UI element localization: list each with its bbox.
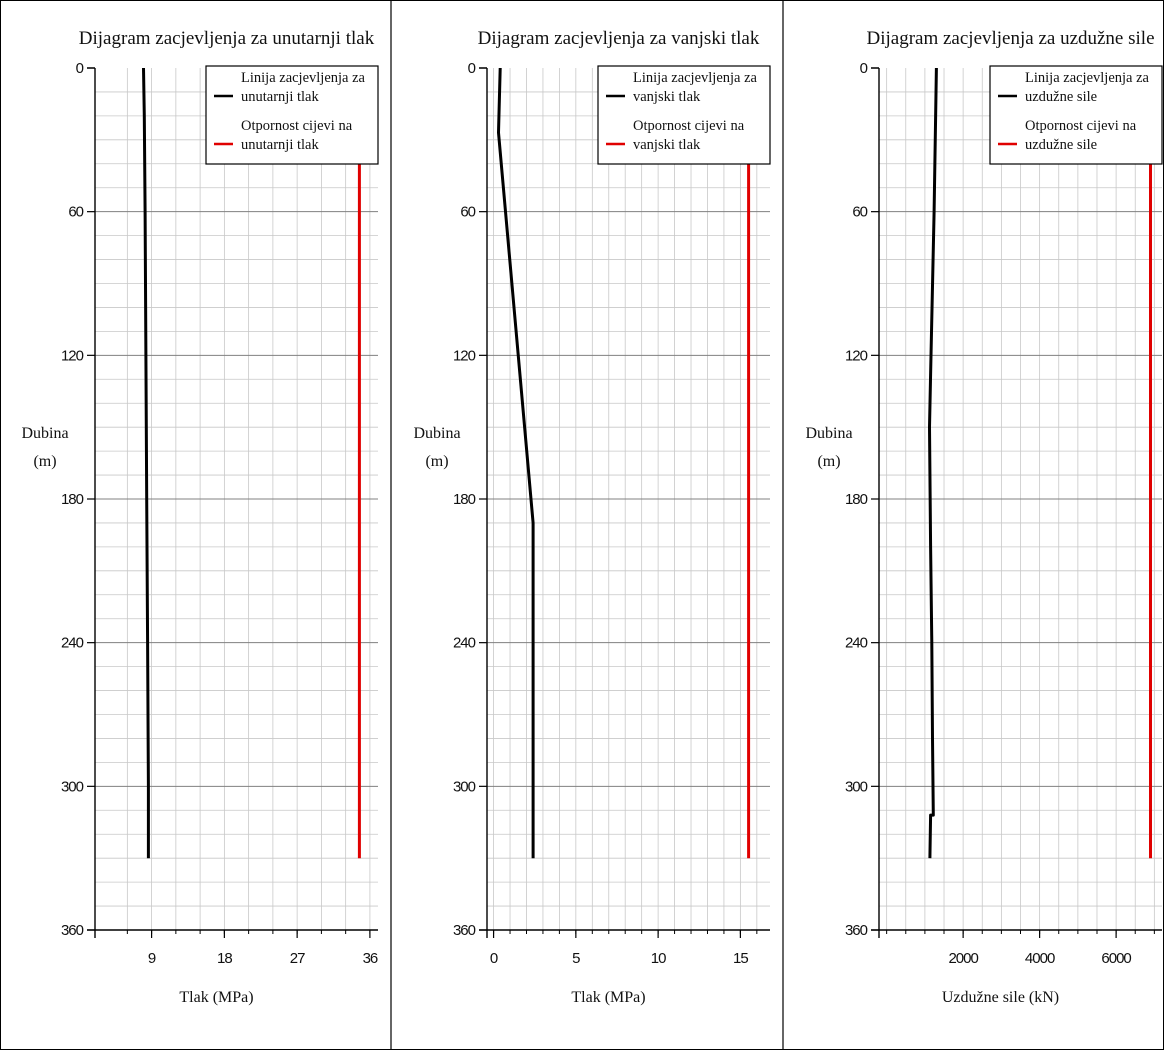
- chart-title: Dijagram zacjevljenja za vanjski tlak: [478, 28, 760, 49]
- legend-label: uzdužne sile: [1025, 89, 1097, 105]
- x-tick-label: 0: [490, 950, 498, 967]
- chart-title: Dijagram zacjevljenja za uzdužne sile: [866, 28, 1154, 49]
- legend-label: Linija zacjevljenja za: [633, 70, 758, 86]
- chart-panel-1: Dijagram zacjevljenja za unutarnji tlak 0…: [21, 28, 378, 1006]
- x-axis-label: Tlak (MPa): [179, 989, 253, 1006]
- legend-label: Otpornost cijevi na: [633, 118, 745, 134]
- y-axis-label: Dubina: [21, 425, 68, 442]
- x-axis-label: Uzdužne sile (kN): [942, 989, 1059, 1006]
- chart-title: Dijagram zacjevljenja za unutarnji tlak: [79, 28, 375, 49]
- legend-label: Linija zacjevljenja za: [1025, 70, 1150, 86]
- series-line-casing-profile: [497, 67, 535, 859]
- x-tick-label: 5: [572, 950, 580, 967]
- legend-box: [989, 65, 1163, 165]
- y-tick-label: 0: [76, 60, 84, 77]
- x-tick-label: 2000: [948, 950, 978, 967]
- y-tick-label: 240: [61, 635, 84, 652]
- x-axis-label: Tlak (MPa): [571, 989, 645, 1006]
- x-tick-label: 6000: [1101, 950, 1131, 967]
- chart-panel-3: Dijagram zacjevljenja za uzdužne sile 0 60…: [805, 28, 1163, 1006]
- legend-label: Otpornost cijevi na: [1025, 118, 1137, 134]
- y-tick-label: 60: [68, 204, 83, 221]
- y-tick-label: 300: [61, 778, 84, 795]
- series-line-casing-profile: [142, 67, 150, 859]
- y-axis-label: Dubina: [805, 425, 852, 442]
- y-tick-label: 240: [845, 635, 868, 652]
- legend-label: unutarnji tlak: [241, 89, 319, 105]
- y-tick-label: 60: [852, 204, 867, 221]
- x-tick-label: 15: [733, 950, 748, 967]
- x-tick-label: 4000: [1025, 950, 1055, 967]
- legend-label: unutarnji tlak: [241, 137, 319, 153]
- y-tick-label: 120: [845, 347, 868, 364]
- y-axis-label: Dubina: [413, 425, 460, 442]
- y-tick-label: 60: [460, 204, 475, 221]
- legend-box: [597, 65, 771, 165]
- y-tick-label: 300: [453, 778, 476, 795]
- chart-panel-2: Dijagram zacjevljenja za vanjski tlak060…: [413, 28, 771, 1006]
- y-tick-label: 300: [845, 778, 868, 795]
- y-axis-label: (m): [33, 453, 56, 470]
- y-tick-label: 0: [860, 60, 868, 77]
- y-tick-label: 120: [61, 347, 84, 364]
- y-tick-label: 120: [453, 347, 476, 364]
- x-tick-label: 27: [290, 950, 305, 967]
- legend-label: vanjski tlak: [633, 137, 701, 153]
- y-tick-label: 360: [453, 922, 476, 939]
- legend-box: [205, 65, 379, 165]
- x-tick-label: 10: [651, 950, 666, 967]
- legend-label: Otpornost cijevi na: [241, 118, 353, 134]
- series-line-casing-profile: [928, 67, 938, 859]
- legend-label: vanjski tlak: [633, 89, 701, 105]
- legend-label: uzdužne sile: [1025, 137, 1097, 153]
- y-tick-label: 360: [61, 922, 84, 939]
- y-tick-label: 240: [453, 635, 476, 652]
- y-axis-label: (m): [425, 453, 448, 470]
- y-tick-label: 360: [845, 922, 868, 939]
- y-tick-label: 180: [845, 491, 868, 508]
- y-tick-label: 180: [61, 491, 84, 508]
- y-axis-label: (m): [817, 453, 840, 470]
- y-tick-label: 0: [468, 60, 476, 77]
- legend-label: Linija zacjevljenja za: [241, 70, 366, 86]
- x-tick-label: 36: [363, 950, 378, 967]
- y-tick-label: 180: [453, 491, 476, 508]
- x-tick-label: 18: [217, 950, 232, 967]
- x-tick-label: 9: [148, 950, 156, 967]
